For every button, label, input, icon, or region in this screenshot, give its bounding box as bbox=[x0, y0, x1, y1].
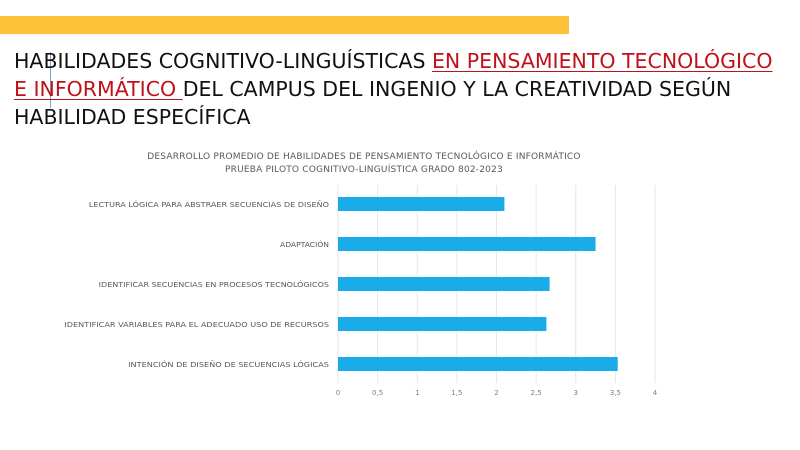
tick-labels: 0 0,5 1 1,5 2 2,5 3 3,5 4 bbox=[336, 389, 658, 397]
title-highlight: EN PENSAMIENTO TECNOLÓGICO E INFORMÁTICO bbox=[14, 49, 773, 101]
tick-label: 1,5 bbox=[451, 389, 462, 397]
tick-label: 0 bbox=[336, 389, 340, 397]
bar-2 bbox=[338, 277, 550, 291]
cursor-line bbox=[50, 52, 51, 108]
tick-label: 3 bbox=[574, 389, 578, 397]
category-label: LECTURA LÓGICA PARA ABSTRAER SECUENCIAS … bbox=[89, 200, 330, 209]
category-labels: LECTURA LÓGICA PARA ABSTRAER SECUENCIAS … bbox=[64, 200, 329, 369]
category-label: ADAPTACIÓN bbox=[280, 240, 329, 249]
bar-1 bbox=[338, 237, 596, 251]
category-label: IDENTIFICAR VARIABLES PARA EL ADECUADO U… bbox=[64, 321, 329, 329]
title-part2: DEL CAMPUS DEL INGENIO Y LA CREATIVIDAD … bbox=[14, 77, 732, 129]
bar-0 bbox=[338, 197, 505, 211]
accent-bar bbox=[0, 16, 569, 34]
tick-label: 3,5 bbox=[610, 389, 621, 397]
bars bbox=[338, 197, 618, 371]
tick-label: 4 bbox=[653, 389, 658, 397]
chart-title-line2: PRUEBA PILOTO COGNITIVO-LINGUÍSTICA GRAD… bbox=[225, 163, 503, 175]
tick-label: 2 bbox=[494, 389, 498, 397]
bar-3 bbox=[338, 317, 547, 331]
category-label: IDENTIFICAR SECUENCIAS EN PROCESOS TECNO… bbox=[99, 280, 330, 289]
tick-label: 2,5 bbox=[531, 389, 542, 397]
bar-4 bbox=[338, 357, 618, 371]
bar-chart: DESARROLLO PROMEDIO DE HABILIDADES DE PE… bbox=[64, 150, 658, 397]
category-label: INTENCIÓN DE DISEÑO DE SECUENCIAS LÓGICA… bbox=[128, 360, 330, 369]
chart-title-line1: DESARROLLO PROMEDIO DE HABILIDADES DE PE… bbox=[147, 150, 580, 162]
title-part1: HABILIDADES COGNITIVO-LINGUÍSTICAS bbox=[14, 49, 432, 73]
slide-title: HABILIDADES COGNITIVO-LINGUÍSTICAS EN PE… bbox=[14, 47, 784, 131]
tick-label: 1 bbox=[415, 389, 419, 397]
tick-label: 0,5 bbox=[372, 389, 383, 397]
